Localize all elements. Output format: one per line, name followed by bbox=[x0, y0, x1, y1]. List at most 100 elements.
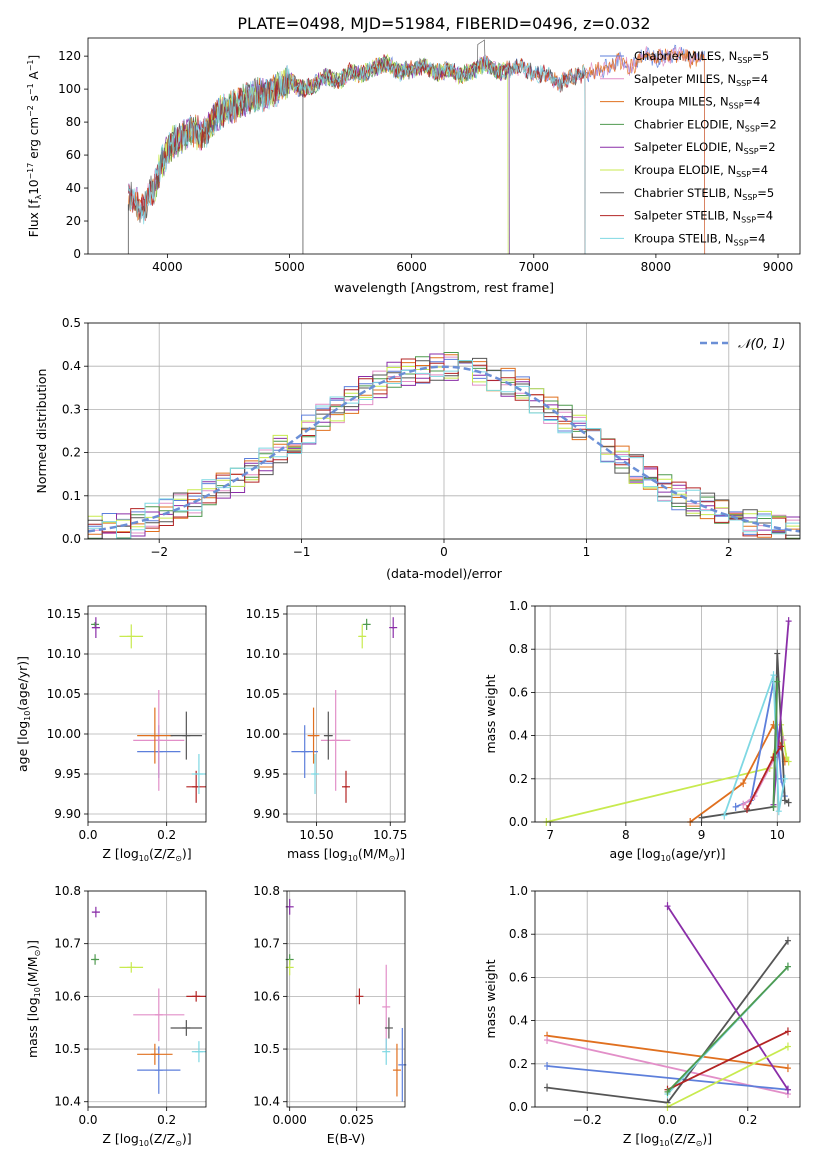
weight_vs_Z-xlabel-part: Z [log bbox=[623, 1131, 659, 1146]
age_vs_Z-panel: 0.0 0.2 9.90 9.95 10.00 10.05 10.10 10.15 Z [log… bbox=[15, 605, 207, 863]
age_vs_Z-xlabel-part: 10 bbox=[139, 854, 149, 863]
legend-label: Chabrier ELODIE, NSSP=2 bbox=[634, 117, 777, 133]
y-tick-label: 10.8 bbox=[54, 884, 81, 898]
spectrum-ylabel-part: A bbox=[27, 70, 41, 83]
residuals-panel: −2 −1 0 1 2 0.0 0.1 0.2 0.3 0.4 0.5 𝒩(0, 1) (data-mo… bbox=[34, 316, 801, 581]
y-tick-label: 9.95 bbox=[54, 767, 81, 781]
legend-label-part: SSP bbox=[736, 170, 751, 179]
age_vs_Z-xlabel-part: (Z/Z bbox=[149, 846, 175, 861]
errorbar-point-k_miles bbox=[392, 1043, 401, 1097]
mass_vs_Z-ylabel-part: mass [log bbox=[25, 997, 40, 1058]
legend-label-part: SSP bbox=[734, 238, 749, 247]
weight-series-s_stelib bbox=[744, 742, 785, 814]
x-tick-label: 9 bbox=[698, 828, 706, 842]
x-tick-label: 0.0 bbox=[78, 828, 97, 842]
y-tick-label: 10.7 bbox=[54, 937, 81, 951]
spectrum-ylabel-part: −17 bbox=[26, 163, 35, 180]
errorbar-point-s_elodie bbox=[91, 617, 100, 638]
x-tick-label: 5000 bbox=[274, 260, 305, 274]
legend-label-part: Chabrier ELODIE, N bbox=[634, 117, 745, 131]
age_vs_mass-xlabel-part: mass [log bbox=[287, 846, 348, 861]
plot-frame bbox=[87, 37, 801, 255]
mass_vs_Z-ylabel-part: ⊙ bbox=[33, 950, 42, 957]
weight_vs_Z-xlabel: Z [log10(Z/Z⊙)] bbox=[623, 1131, 712, 1148]
errorbar-point-k_elodie bbox=[119, 962, 144, 973]
residuals-ylabel-part: Normed distribution bbox=[34, 369, 49, 494]
x-tick-label: 9000 bbox=[763, 260, 794, 274]
errorbar-point-miles bbox=[137, 1046, 181, 1094]
y-tick-label: 10.10 bbox=[246, 647, 280, 661]
y-tick-label: 0.3 bbox=[62, 402, 81, 416]
mass_vs_ebv-xlabel-part: E(B-V) bbox=[327, 1131, 366, 1146]
x-tick-label: 1 bbox=[583, 545, 591, 559]
y-tick-label: 10.5 bbox=[54, 1042, 81, 1056]
y-tick-label: 0.4 bbox=[509, 1014, 528, 1028]
y-tick-label: 10.5 bbox=[253, 1042, 280, 1056]
y-tick-label: 0.6 bbox=[509, 970, 528, 984]
spectrum-xlabel-part: wavelength [Angstrom, rest frame] bbox=[334, 280, 554, 295]
mass_vs_Z-xlabel-part: ⊙ bbox=[175, 1139, 182, 1148]
legend-label-part: =2 bbox=[760, 117, 777, 131]
y-tick-label: 0.0 bbox=[509, 815, 528, 829]
weight-series-c_elodie bbox=[664, 962, 791, 1096]
legend-label-part: SSP bbox=[742, 193, 757, 202]
weight_vs_age-xlabel-part: 10 bbox=[661, 854, 671, 863]
y-tick-label: 10.4 bbox=[54, 1095, 81, 1109]
spectrum-ylabel-part: ] bbox=[27, 55, 41, 60]
errorbar-point-s_miles bbox=[133, 988, 185, 1042]
y-tick-label: 10.15 bbox=[47, 607, 81, 621]
plot-frame bbox=[286, 605, 406, 823]
legend-label-part: Chabrier STELIB, N bbox=[634, 186, 742, 200]
legend-label-part: SSP bbox=[745, 124, 760, 133]
y-tick-label: 120 bbox=[58, 49, 81, 63]
x-tick-label: −1 bbox=[293, 545, 311, 559]
spectrum-ylabel: Flux [fλ10−17 erg cm−2 s−1 A−1] bbox=[26, 55, 43, 237]
legend-label-part: =4 bbox=[751, 163, 768, 177]
y-tick-label: 0.0 bbox=[62, 532, 81, 546]
y-tick-label: 20 bbox=[66, 214, 81, 228]
weight_vs_age-xlabel-part: age [log bbox=[609, 846, 660, 861]
errorbar-point-c_elodie bbox=[91, 954, 100, 965]
y-tick-label: 1.0 bbox=[509, 599, 528, 613]
legend-label-normal: 𝒩(0, 1) bbox=[738, 337, 785, 352]
spectrum-ylabel-part: −1 bbox=[26, 59, 35, 71]
weight_vs_age-ylabel-part: mass weight bbox=[483, 674, 498, 753]
x-tick-label: 7000 bbox=[518, 260, 549, 274]
errorbar-point-k_stelib bbox=[311, 754, 320, 794]
x-tick-label: −2 bbox=[150, 545, 168, 559]
mass_vs_ebv-panel: 0.000 0.025 10.4 10.5 10.6 10.7 10.8 E(B-V) bbox=[253, 884, 407, 1146]
errorbar-point-c_stelib bbox=[323, 711, 333, 760]
residuals-xlabel-part: (data-model)/error bbox=[386, 566, 503, 581]
spectrum-ylabel-part: 10 bbox=[27, 180, 41, 195]
figure-title: PLATE=0498, MJD=51984, FIBERID=0496, z=0… bbox=[237, 14, 650, 33]
errorbar-point-s_stelib bbox=[186, 770, 206, 803]
weight-line bbox=[666, 965, 789, 1093]
errorbar-point-c_stelib bbox=[384, 1017, 393, 1039]
spectrum-line-k_miles bbox=[127, 48, 706, 254]
age_vs_mass-panel: 10.50 10.75 9.90 9.95 10.00 10.05 10.10 10.15 ma… bbox=[246, 605, 407, 863]
normal-curve bbox=[88, 365, 800, 533]
y-tick-label: 9.90 bbox=[54, 807, 81, 821]
x-tick-label: 2 bbox=[725, 545, 733, 559]
weight-series-c_elodie bbox=[770, 677, 781, 811]
mass_vs_Z-ylabel: mass [log10(M/M⊙)] bbox=[25, 940, 42, 1058]
x-tick-label: 8 bbox=[622, 828, 630, 842]
spectrum-line-s_stelib bbox=[127, 54, 586, 254]
weight_vs_Z-ylabel-part: mass weight bbox=[483, 959, 498, 1038]
x-tick-label: 0.0 bbox=[658, 1113, 677, 1127]
plot-frame bbox=[87, 605, 207, 823]
legend-label-part: SSP bbox=[736, 79, 751, 88]
y-tick-label: 0.2 bbox=[509, 772, 528, 786]
weight-series-k_miles bbox=[687, 720, 788, 826]
y-tick-label: 10.00 bbox=[246, 727, 280, 741]
errorbar-point-s_stelib bbox=[355, 988, 364, 1005]
legend-label-part: =4 bbox=[744, 95, 761, 109]
legend-label-part: SSP bbox=[737, 56, 752, 65]
plot-frame bbox=[87, 322, 801, 540]
x-tick-label: −0.2 bbox=[573, 1113, 602, 1127]
errorbar-point-k_stelib bbox=[382, 1038, 391, 1065]
legend-label: Chabrier MILES, NSSP=5 bbox=[634, 49, 769, 65]
plot-frame bbox=[286, 890, 406, 1108]
